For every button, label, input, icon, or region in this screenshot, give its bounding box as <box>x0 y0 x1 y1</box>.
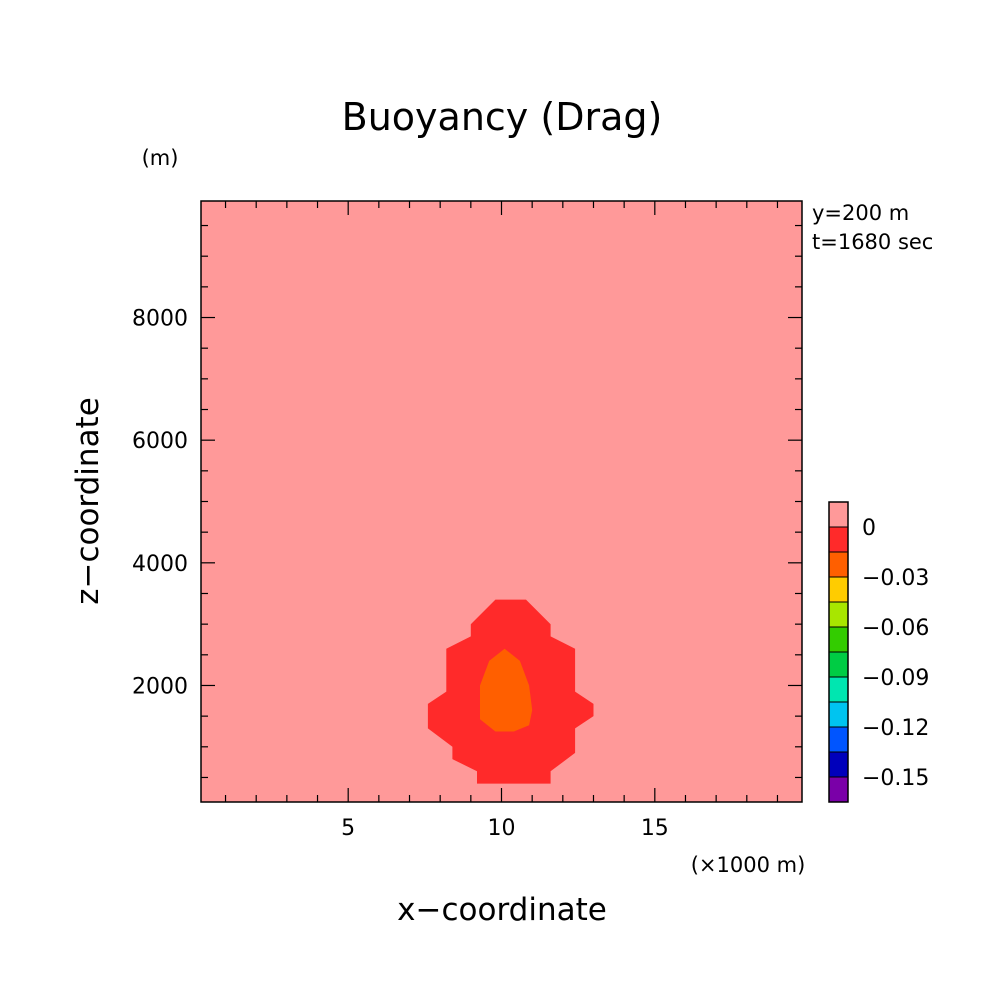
y-tick-label: 6000 <box>132 429 188 454</box>
colorbar-swatch <box>828 676 849 703</box>
x-axis-label: x−coordinate <box>397 892 607 928</box>
colorbar-swatch <box>828 726 849 753</box>
colorbar-swatch <box>828 601 849 628</box>
colorbar-label: −0.12 <box>862 716 929 741</box>
y-tick-label: 8000 <box>132 307 188 332</box>
y-unit-label: (m) <box>142 146 179 170</box>
y-tick-label: 4000 <box>132 552 188 577</box>
colorbar-frame <box>828 501 849 803</box>
colorbar-swatch <box>828 576 849 603</box>
colorbar-swatch <box>828 526 849 553</box>
colorbar-swatch <box>828 751 849 778</box>
x-tick-label: 15 <box>641 816 669 841</box>
colorbar-swatch <box>828 701 849 728</box>
colorbar-label: 0 <box>862 516 876 541</box>
x-unit-label: (×1000 m) <box>691 853 806 877</box>
colorbar-label: −0.09 <box>862 666 929 691</box>
colorbar-label: −0.06 <box>862 616 929 641</box>
info-time: t=1680 sec <box>812 230 933 254</box>
y-axis-label: z−coordinate <box>70 397 106 605</box>
colorbar-swatch <box>828 776 849 803</box>
colorbar-label: −0.03 <box>862 566 929 591</box>
colorbar-label: −0.15 <box>862 766 929 791</box>
contour-region-2 <box>480 648 533 732</box>
x-tick-label: 5 <box>341 816 355 841</box>
colorbar: 0 −0.03 −0.06 −0.09 −0.12 −0.15 <box>828 501 929 803</box>
y-tick-label: 2000 <box>132 674 188 699</box>
info-y-position: y=200 m <box>812 201 909 225</box>
chart-title: Buoyancy (Drag) <box>342 95 663 139</box>
colorbar-swatch <box>828 651 849 678</box>
colorbar-swatch <box>828 626 849 653</box>
x-tick-label: 10 <box>488 816 516 841</box>
colorbar-swatch <box>828 551 849 578</box>
colorbar-swatch <box>828 501 849 528</box>
plot-area: 5 10 15 2000 4000 6000 8000 <box>132 200 803 841</box>
